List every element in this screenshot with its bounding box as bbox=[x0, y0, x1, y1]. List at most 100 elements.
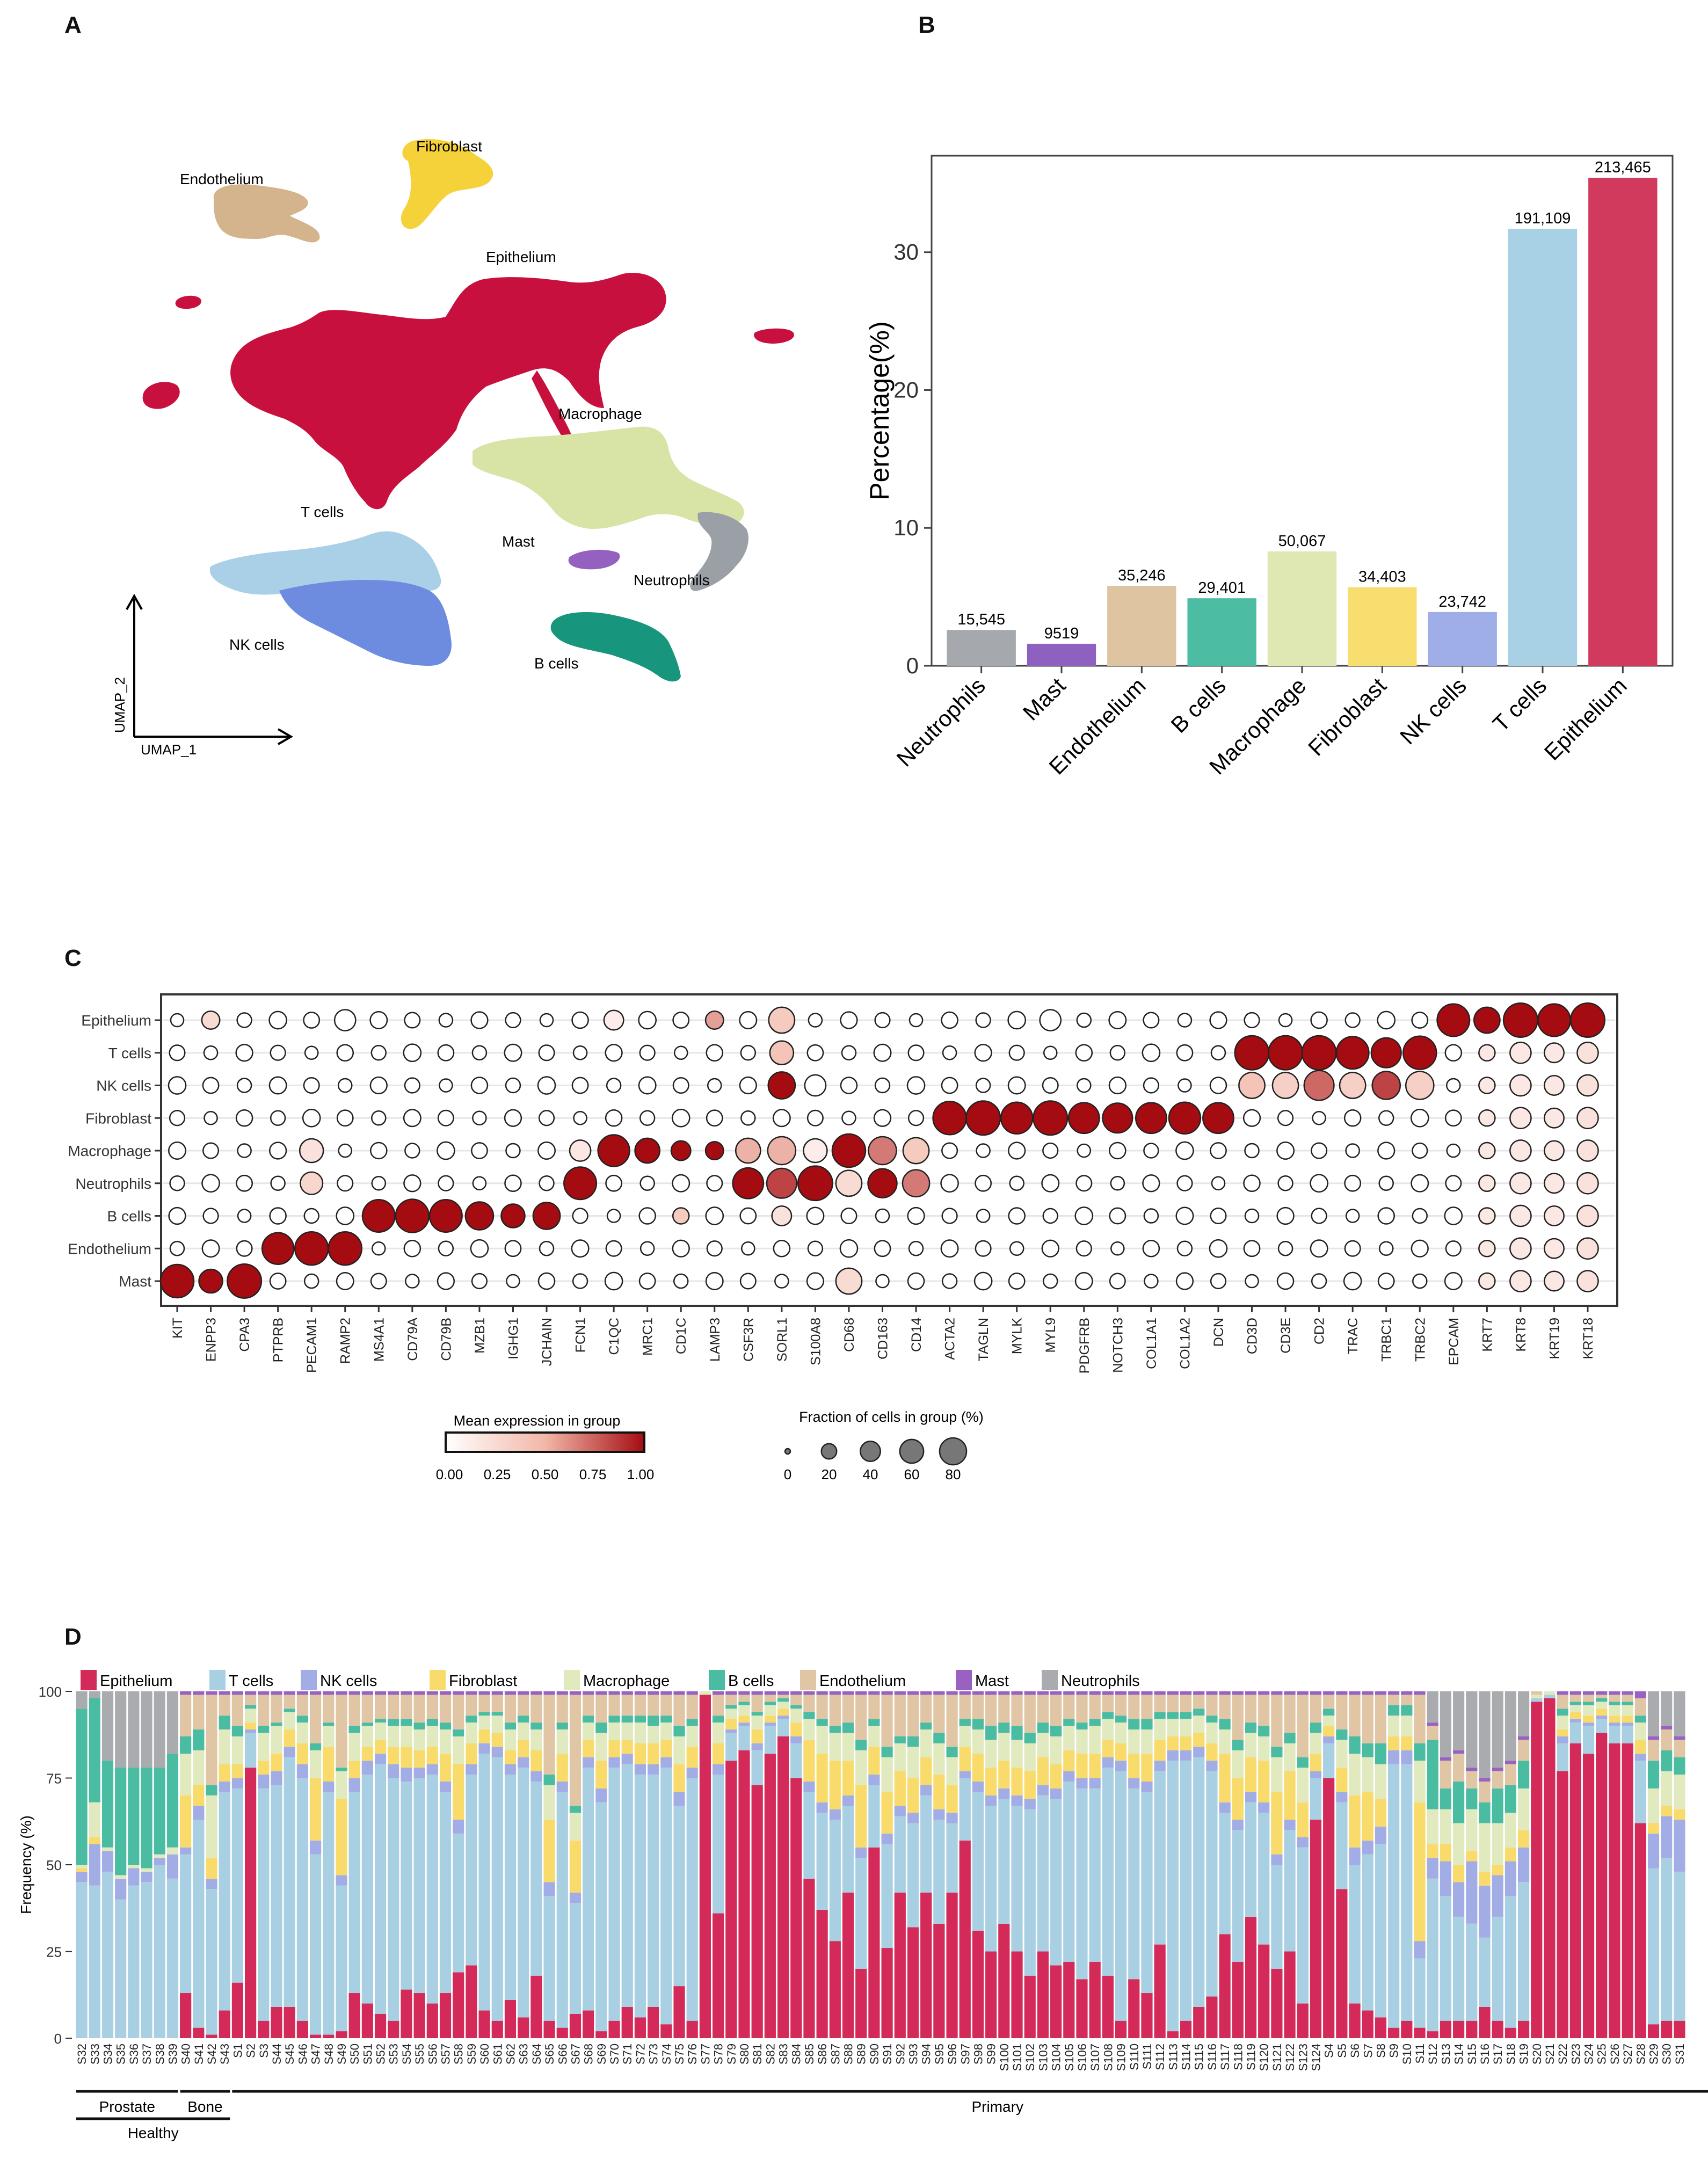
dot-mast-cd79a bbox=[405, 1274, 420, 1289]
segment-s84-endo bbox=[790, 1695, 802, 1705]
segment-s117-b bbox=[1219, 1719, 1231, 1730]
segment-s49-mast bbox=[336, 1691, 347, 1695]
dot-mast-jchain bbox=[537, 1272, 556, 1290]
segment-s113-mac bbox=[1167, 1719, 1179, 1736]
dot-macrophage-ramp2 bbox=[338, 1143, 353, 1158]
dot-macrophage-lamp3 bbox=[704, 1141, 724, 1160]
sample-label: S28 bbox=[1634, 2044, 1647, 2065]
segment-s53-fib bbox=[388, 1747, 399, 1764]
segment-s101-nk bbox=[1011, 1795, 1023, 1806]
segment-s30-endo bbox=[1661, 1729, 1673, 1750]
sample-label: S52 bbox=[374, 2044, 388, 2065]
dot-neutrophils-col1a1 bbox=[1142, 1174, 1160, 1193]
segment-s98-fib bbox=[972, 1754, 984, 1782]
dot-macrophage-pecam1 bbox=[299, 1138, 324, 1164]
segment-s71-fib bbox=[621, 1740, 633, 1754]
segment-s53-tc bbox=[388, 1778, 399, 2021]
dot-epithelium-pdgfrb bbox=[1076, 1012, 1092, 1028]
segment-s17-tc bbox=[1492, 1916, 1503, 2021]
segment-s44-nk bbox=[271, 1771, 282, 1785]
dot-epithelium-mrc1 bbox=[638, 1011, 657, 1030]
segment-s70-tc bbox=[608, 1768, 620, 2021]
segment-s65-tc bbox=[543, 1896, 555, 2021]
dot-endothelium-cd68 bbox=[839, 1239, 859, 1258]
segment-s14-neu bbox=[1453, 1691, 1465, 1750]
segment-s115-nk bbox=[1193, 1747, 1205, 1757]
segment-s74-b bbox=[660, 1715, 672, 1723]
gene-label: PDGFRB bbox=[1077, 1318, 1092, 1373]
segment-s66-epi bbox=[556, 2027, 568, 2038]
segment-s63-b bbox=[518, 1715, 529, 1723]
segment-s87-mac bbox=[829, 1733, 841, 1761]
segment-s100-nk bbox=[998, 1788, 1010, 1799]
segment-s48-mac bbox=[323, 1726, 335, 1747]
segment-s74-fib bbox=[660, 1740, 672, 1757]
segment-s54-mac bbox=[401, 1726, 412, 1747]
segment-s63-nk bbox=[518, 1757, 529, 1768]
legend-swatch-t-cells bbox=[209, 1670, 226, 1690]
sample-label: S100 bbox=[998, 2044, 1011, 2071]
dot-neutrophils-cd14 bbox=[902, 1169, 931, 1198]
segment-s60-epi bbox=[478, 2010, 490, 2038]
segment-s15-nk bbox=[1466, 1861, 1478, 1924]
dot-nk-cells-cd2 bbox=[1303, 1070, 1335, 1101]
segment-s79-endo bbox=[725, 1695, 737, 1705]
segment-s61-b bbox=[491, 1712, 503, 1716]
dot-neutrophils-sorl1 bbox=[766, 1167, 797, 1199]
dot-neutrophils-lamp3 bbox=[706, 1175, 723, 1192]
dot-t-cells-cd3d bbox=[1234, 1035, 1270, 1071]
segment-s25-fib bbox=[1596, 1709, 1608, 1716]
segment-s31-fib bbox=[1674, 1809, 1685, 1820]
segment-s17-mast bbox=[1492, 1768, 1503, 1771]
segment-s76-endo bbox=[686, 1695, 698, 1719]
segment-s55-mac bbox=[413, 1729, 425, 1750]
segment-s102-mac bbox=[1024, 1743, 1036, 1771]
dot-macrophage-cd68 bbox=[831, 1133, 867, 1168]
dot-endothelium-lamp3 bbox=[706, 1240, 723, 1257]
dot-t-cells-pecam1 bbox=[304, 1045, 319, 1060]
segment-s28-fib bbox=[1634, 1740, 1646, 1754]
segment-s43-tc bbox=[219, 1792, 230, 2011]
dot-nk-cells-csf3r bbox=[739, 1076, 757, 1095]
sample-label: S13 bbox=[1439, 2044, 1452, 2065]
segment-s7-fib bbox=[1362, 1792, 1373, 1841]
segment-s72-epi bbox=[634, 2017, 646, 2038]
segment-s50-endo bbox=[348, 1695, 360, 1726]
dot-b-cells-trbc1 bbox=[1377, 1207, 1395, 1225]
segment-s42-b bbox=[206, 1785, 217, 1795]
umap-plot: Fibroblast Endothelium Epithelium Macrop… bbox=[112, 138, 794, 758]
segment-s121-b bbox=[1271, 1747, 1283, 1757]
dot-fibroblast-ptprb bbox=[270, 1110, 286, 1126]
segment-s117-nk bbox=[1219, 1802, 1231, 1813]
dot-t-cells-trac bbox=[1335, 1036, 1370, 1070]
dot-t-cells-jchain bbox=[538, 1044, 555, 1062]
segment-s41-endo bbox=[193, 1695, 205, 1730]
segment-s122-tc bbox=[1284, 1830, 1296, 1952]
segment-s74-epi bbox=[660, 2024, 672, 2038]
dot-nk-cells-kit bbox=[168, 1076, 187, 1095]
segment-s24-nk bbox=[1582, 1722, 1595, 1726]
segment-s16-nk bbox=[1479, 1885, 1491, 1938]
segment-s105-mast bbox=[1063, 1691, 1075, 1695]
segment-s116-nk bbox=[1206, 1761, 1218, 1771]
dot-endothelium-cpa3 bbox=[236, 1240, 253, 1257]
dot-nk-cells-pecam1 bbox=[303, 1077, 320, 1094]
dot-fibroblast-csf3r bbox=[740, 1110, 756, 1126]
segment-s124-epi bbox=[1310, 1820, 1322, 2038]
segment-s74-mast bbox=[660, 1691, 672, 1695]
gene-label: CD3E bbox=[1278, 1318, 1293, 1354]
bar-b-cells bbox=[1187, 598, 1256, 666]
segment-s103-tc bbox=[1037, 1795, 1049, 1952]
segment-s62-endo bbox=[504, 1695, 517, 1723]
sample-label: S114 bbox=[1180, 2044, 1193, 2070]
segment-s68-tc bbox=[583, 1768, 594, 2011]
segment-s11-tc bbox=[1414, 1958, 1426, 2028]
segment-s90-mac bbox=[868, 1726, 880, 1747]
segment-s94-mast bbox=[920, 1691, 932, 1695]
segment-s65-endo bbox=[543, 1695, 555, 1775]
sample-label: S48 bbox=[322, 2044, 336, 2065]
legend-swatch-endothelium bbox=[800, 1670, 816, 1690]
segment-s111-fib bbox=[1141, 1754, 1153, 1782]
segment-s107-tc bbox=[1089, 1788, 1101, 1962]
segment-s73-fib bbox=[648, 1743, 659, 1764]
